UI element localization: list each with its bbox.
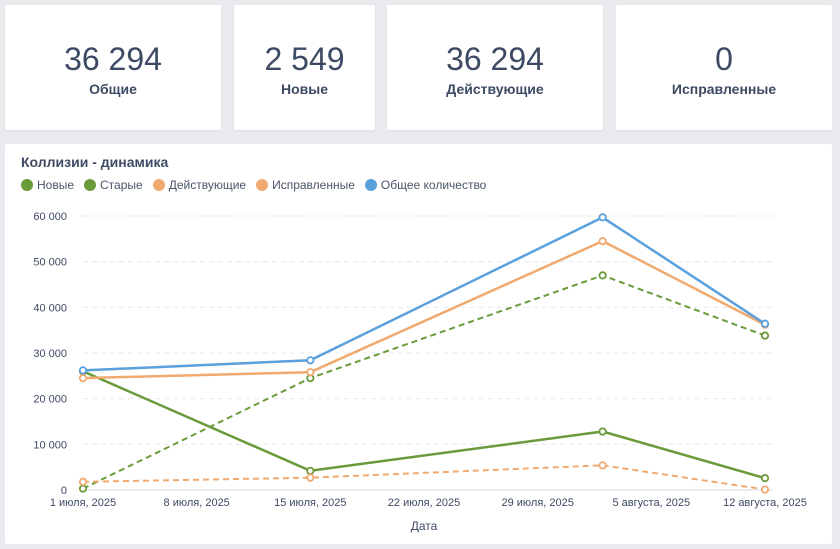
kpi-label: Действующие [446, 81, 544, 97]
data-point [598, 271, 607, 280]
chart-title: Коллизии - динамика [21, 154, 169, 170]
kpi-card-new: 2 549 Новые [234, 5, 375, 130]
series-line [82, 239, 766, 380]
legend-dot-icon [21, 179, 33, 191]
series-line [82, 216, 766, 372]
y-tick-label: 10 000 [33, 439, 67, 451]
data-point [760, 331, 770, 340]
y-tick-label: 0 [61, 485, 67, 497]
data-point [598, 237, 607, 246]
kpi-label: Общие [89, 81, 137, 97]
y-tick-label: 20 000 [33, 394, 67, 406]
legend-item[interactable]: Новые [21, 178, 74, 192]
data-point [78, 484, 88, 493]
kpi-card-active: 36 294 Действующие [387, 5, 603, 130]
legend-dot-icon [256, 179, 269, 191]
x-tick-label: 12 августа, 2025 [723, 497, 807, 509]
kpi-value: 2 549 [264, 41, 345, 77]
y-tick-label: 60 000 [33, 211, 67, 223]
legend-label: Старые [100, 178, 143, 192]
x-tick-label: 5 августа, 2025 [613, 497, 691, 509]
data-point [78, 477, 88, 486]
x-tick-label: 15 июля, 2025 [274, 497, 346, 509]
x-tick-label: 8 июля, 2025 [164, 497, 230, 509]
data-point [760, 474, 770, 483]
x-tick-label: 29 июля, 2025 [501, 497, 573, 509]
data-point [598, 213, 607, 222]
data-point [760, 485, 770, 494]
x-tick-label: 22 июля, 2025 [388, 497, 460, 509]
x-tick-label: 1 июля, 2025 [50, 497, 116, 509]
kpi-label: Новые [280, 81, 328, 97]
legend-label: Действующие [168, 178, 247, 192]
legend-dot-icon [364, 179, 377, 191]
legend-item[interactable]: Общее количество [364, 178, 487, 192]
data-point [760, 319, 770, 328]
chart-legend: Новые Старые Действующие Исправленные Общее … [21, 178, 486, 192]
chart-panel: Коллизии - динамика Новые Старые Действующ… [5, 144, 832, 544]
legend-label: Общее количество [380, 178, 487, 192]
series-line [82, 464, 766, 491]
kpi-value: 36 294 [64, 41, 162, 77]
series-line [82, 370, 766, 480]
data-point [598, 461, 607, 470]
x-axis-title: Дата [411, 519, 438, 533]
kpi-value: 36 294 [446, 41, 544, 77]
data-point [306, 466, 315, 475]
kpi-label: Исправленные [671, 81, 777, 97]
legend-dot-icon [152, 179, 165, 191]
legend-label: Новые [37, 178, 75, 192]
y-tick-label: 50 000 [33, 257, 67, 269]
line-chart: 0 10 000 20 000 30 000 40 000 50 000 60 000 1 и… [33, 211, 807, 533]
data-point [306, 473, 315, 482]
kpi-card-total: 36 294 Общие [5, 5, 221, 130]
legend-item[interactable]: Исправленные [256, 178, 355, 192]
legend-label: Исправленные [272, 178, 355, 192]
y-tick-label: 30 000 [33, 348, 67, 360]
kpi-value: 0 [715, 41, 733, 77]
data-point [306, 356, 315, 365]
legend-item[interactable]: Старые [84, 178, 143, 192]
data-point [78, 366, 88, 375]
data-point [306, 368, 315, 377]
data-point [78, 374, 88, 383]
legend-dot-icon [84, 179, 97, 191]
kpi-card-fixed: 0 Исправленные [616, 5, 832, 130]
data-point [598, 427, 607, 436]
legend-item[interactable]: Действующие [152, 178, 247, 192]
y-tick-label: 40 000 [33, 302, 67, 314]
